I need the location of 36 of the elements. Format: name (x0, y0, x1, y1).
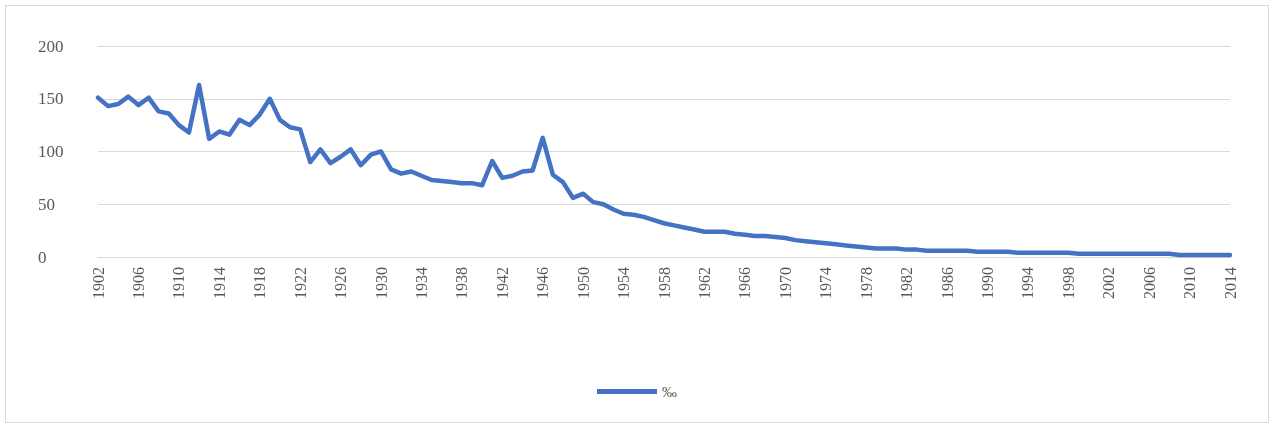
x-tick-label: 1974 (817, 267, 835, 299)
x-tick-label: 1922 (291, 267, 309, 299)
x-tick-label: 1954 (615, 267, 633, 299)
legend-label: ‰ (662, 383, 677, 400)
x-tick-label: 1990 (978, 267, 996, 299)
x-tick-label: 1918 (251, 267, 269, 299)
x-tick-label: 1906 (129, 267, 147, 299)
x-tick-label: 1998 (1059, 267, 1077, 299)
x-tick-label: 1902 (89, 267, 107, 299)
x-tick-label: 1926 (332, 267, 350, 299)
x-tick-label: 2010 (1181, 267, 1199, 299)
x-tick-label: 1994 (1019, 267, 1037, 299)
x-tick-label: 1938 (453, 267, 471, 299)
x-tick-label: 1946 (534, 267, 552, 299)
y-tick-label: 50 (38, 194, 55, 214)
y-tick-label: 100 (38, 142, 64, 161)
x-tick-label: 2006 (1140, 267, 1158, 299)
x-tick-label: 1966 (736, 267, 754, 299)
y-tick-label: 150 (38, 89, 64, 109)
y-tick-label: 200 (38, 36, 64, 56)
x-tick-label: 1970 (776, 267, 794, 299)
x-tick-label: 2002 (1100, 267, 1118, 299)
x-tick-label: 1982 (898, 267, 916, 299)
line-series (95, 82, 1233, 258)
x-tick-label: 1914 (210, 267, 228, 299)
y-tick-label: 0 (38, 247, 47, 267)
x-tick-label: 1934 (412, 267, 430, 299)
x-tick-label: 2014 (1221, 267, 1239, 299)
x-tick-label: 1942 (493, 267, 511, 299)
x-tick-label: 1950 (574, 267, 592, 299)
x-tick-label: 1962 (695, 267, 713, 299)
x-tick-label: 1930 (372, 267, 390, 299)
x-tick-label: 1958 (655, 267, 673, 299)
x-tick-label: 1978 (857, 267, 875, 299)
x-tick-label: 1986 (938, 267, 956, 299)
x-tick-label: 1910 (170, 267, 188, 299)
